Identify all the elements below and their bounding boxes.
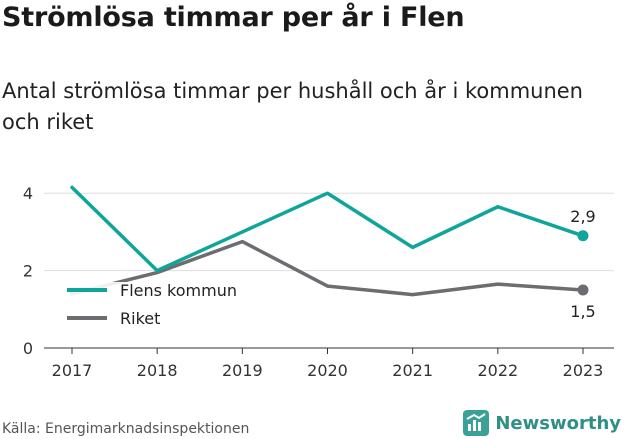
y-tick-label: 2 — [23, 262, 33, 281]
chart-subtitle: Antal strömlösa timmar per hushåll och å… — [2, 79, 583, 134]
end-value-label: 2,9 — [570, 207, 595, 226]
series-end-point — [577, 284, 589, 296]
series-end-point — [577, 230, 589, 242]
x-tick-label: 2017 — [52, 361, 93, 380]
legend-label: Flens kommun — [120, 281, 237, 300]
legend-bg — [66, 310, 204, 336]
source-note: Källa: Energimarknadsinspektionen — [2, 421, 250, 437]
legend-label: Riket — [120, 309, 160, 328]
newsworthy-logo-icon — [463, 410, 490, 436]
y-tick-label: 4 — [23, 184, 33, 203]
x-tick-label: 2020 — [307, 361, 348, 380]
x-tick-label: 2018 — [137, 361, 178, 380]
brand-logo: Newsworthy — [463, 408, 621, 438]
series-line-riket — [70, 239, 585, 297]
legend-bg — [66, 282, 204, 308]
series-line-flens-kommun — [70, 185, 585, 273]
y-tick-label: 0 — [23, 339, 33, 358]
x-tick-label: 2021 — [392, 361, 433, 380]
x-tick-label: 2023 — [563, 361, 604, 380]
brand-name: Newsworthy — [495, 412, 621, 434]
x-tick-label: 2019 — [222, 361, 263, 380]
x-tick-label: 2022 — [477, 361, 518, 380]
chart-title: Strömlösa timmar per år i Flen — [2, 2, 465, 33]
end-value-label: 1,5 — [570, 302, 595, 321]
